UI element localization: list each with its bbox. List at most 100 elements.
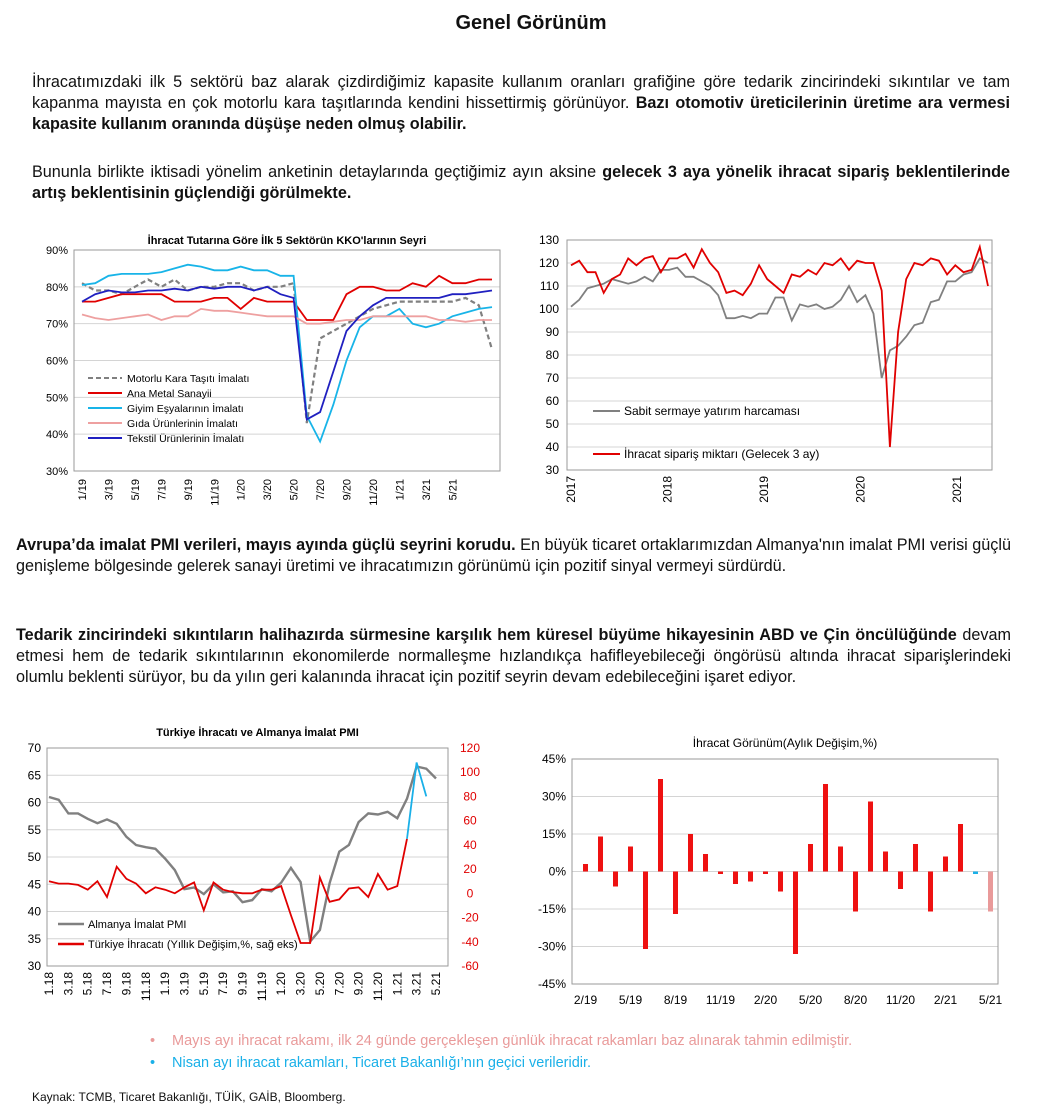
y2-tick-label: -40: [461, 935, 479, 949]
y-tick-label: 90: [546, 325, 560, 339]
bar: [658, 779, 663, 872]
bar: [883, 851, 888, 872]
y-tick-label: 100: [539, 302, 559, 316]
y-tick-label: 30: [546, 463, 560, 477]
x-tick-label: 9/19: [183, 479, 195, 500]
y2-tick-label: -20: [461, 911, 479, 925]
x-tick-label: 1.19: [158, 972, 172, 996]
plot-frame: [566, 239, 993, 471]
legend-label: Motorlu Kara Taşıtı İmalatı: [127, 372, 249, 385]
x-tick-label: 11.19: [255, 972, 269, 1001]
bullet-icon: •: [150, 1033, 156, 1049]
y-tick-label: 110: [540, 279, 559, 293]
y-tick-label: 90%: [46, 245, 68, 257]
y-tick-label: 50%: [46, 392, 68, 404]
bar: [928, 871, 933, 912]
y-tick-label: 50: [546, 417, 560, 431]
legend-label: Almanya İmalat PMI: [88, 918, 186, 931]
chart-monthly: İhracat Görünüm(Aylık Değişim,%) -45% -30%…: [520, 730, 1010, 1010]
paragraph-2-text: Bununla birlikte iktisadi yönelim anketi…: [32, 163, 603, 181]
x-tick-label: 7.18: [100, 972, 114, 996]
bar: [598, 836, 603, 872]
chart-pmi: Türkiye İhracatı ve Almanya İmalat PMI 30…: [20, 722, 500, 1002]
y-tick-label: 70: [546, 371, 560, 385]
bar: [853, 871, 858, 912]
x-tick-label: 3.19: [177, 972, 191, 996]
x-tick-label: 5/20: [289, 479, 301, 500]
x-tick-label: 1/19: [77, 479, 89, 500]
y-tick-label: 80%: [46, 282, 68, 294]
x-tick-label: 3.21: [410, 972, 424, 996]
paragraph-4: Tedarik zincirindeki sıkıntıların haliha…: [16, 625, 1011, 688]
footnote-1-text: Mayıs ayı ihracat rakamı, ilk 24 günde g…: [172, 1033, 853, 1049]
footnote-1: • Mayıs ayı ihracat rakamı, ilk 24 günde …: [150, 1030, 852, 1052]
bar: [643, 871, 648, 949]
x-tick-label: 11.20: [371, 972, 385, 1001]
y-tick-label: 0%: [549, 865, 567, 879]
x-tick-label: 7.20: [332, 972, 346, 996]
chart-title: İhracat Görünüm(Aylık Değişim,%): [693, 736, 878, 750]
x-tick-label: 5.20: [313, 972, 327, 996]
series-line: [48, 838, 408, 944]
paragraph-4-bold: Tedarik zincirindeki sıkıntıların haliha…: [16, 626, 957, 644]
bar: [838, 846, 843, 872]
x-tick-label: 1.20: [274, 972, 288, 996]
paragraph-2: Bununla birlikte iktisadi yönelim anketi…: [32, 162, 1010, 204]
x-tick-label: 11/19: [209, 479, 221, 506]
x-tick-label: 2/20: [754, 993, 778, 1007]
plot-frame: [73, 249, 501, 472]
x-tick-label: 5/21: [447, 479, 459, 500]
y-tick-label: 35: [28, 932, 42, 946]
x-tick-label: 2018: [661, 476, 675, 503]
legend-label: Türkiye İhracatı (Yıllık Değişim,%, sağ …: [88, 938, 298, 951]
x-tick-label: 7.19: [216, 972, 230, 996]
footnote-2-text: Nisan ayı ihracat rakamları, Ticaret Bak…: [172, 1055, 592, 1071]
paragraph-1: İhracatımızdaki ilk 5 sektörü baz alarak…: [32, 72, 1010, 135]
series-line: [82, 274, 492, 321]
x-tick-label: 9.18: [119, 972, 133, 996]
chart-orders: 30 40 50 60 70 80 90 100 110 120 130 2017 2018 2019 20…: [520, 228, 1000, 510]
x-tick-label: 2017: [564, 476, 578, 503]
x-tick-label: 9.19: [236, 972, 250, 996]
y-tick-label: 40: [28, 905, 42, 919]
x-tick-label: 2/19: [574, 993, 598, 1007]
series-line: [81, 307, 492, 325]
paragraph-3: Avrupa’da imalat PMI verileri, mayıs ayı…: [16, 535, 1011, 577]
chart-title: Türkiye İhracatı ve Almanya İmalat PMI: [156, 726, 359, 739]
x-tick-label: 3/19: [103, 479, 115, 500]
bar: [793, 871, 798, 954]
y-tick-label: 65: [28, 768, 42, 782]
bar: [778, 871, 783, 892]
x-tick-label: 3/21: [421, 479, 433, 500]
x-tick-label: 3.20: [294, 972, 308, 996]
paragraph-2-bold: gelecek 3 aya yönelik ihracat sipariş be…: [32, 163, 1010, 202]
legend-label: Sabit sermaye yatırım harcaması: [624, 404, 800, 418]
y-tick-label: 60: [546, 394, 560, 408]
y-tick-label: 70: [28, 741, 42, 755]
bar: [868, 801, 873, 872]
paragraph-1-bold: Bazı otomotiv üreticilerinin üretime ara…: [32, 94, 1010, 133]
paragraph-3-bold: Avrupa’da imalat PMI verileri, mayıs ayı…: [16, 536, 516, 554]
bar: [718, 871, 723, 874]
x-tick-label: 5/19: [619, 993, 643, 1007]
y-tick-label: 60%: [46, 356, 68, 368]
page-title: Genel Görünüm: [455, 12, 607, 34]
bar: [988, 871, 993, 912]
bar: [613, 871, 618, 887]
y2-tick-label: 20: [463, 862, 477, 876]
x-tick-label: 5/21: [979, 993, 1003, 1007]
x-tick-label: 2021: [950, 476, 964, 503]
bar: [763, 871, 768, 874]
legend-label: Tekstil Ürünlerinin İmalatı: [127, 432, 244, 445]
paragraph-3-text: En büyük ticaret ortaklarımızdan Almanya…: [16, 536, 1011, 575]
bar: [688, 834, 693, 872]
y-tick-label: 45: [28, 877, 42, 891]
x-tick-label: 2019: [757, 476, 771, 503]
bar: [748, 871, 753, 882]
paragraph-4-text: devam etmesi hem de tedarik sıkıntıların…: [16, 626, 1011, 686]
x-tick-label: 11/19: [706, 993, 735, 1007]
series-line: [570, 257, 989, 379]
bar: [808, 844, 813, 872]
x-tick-label: 3.18: [61, 972, 75, 996]
bar: [823, 784, 828, 872]
